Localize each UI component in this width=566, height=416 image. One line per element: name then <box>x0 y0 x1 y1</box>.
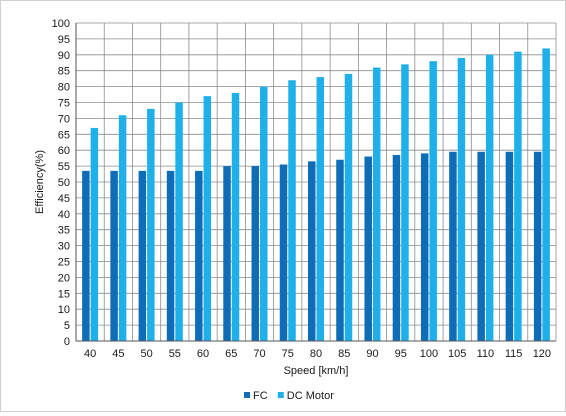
x-tick-label: 85 <box>338 348 350 360</box>
y-tick-label: 80 <box>58 82 70 94</box>
bar-fc <box>364 156 372 341</box>
y-axis-label: Efficiency(%) <box>34 150 46 214</box>
bar-dc-motor <box>344 73 353 341</box>
y-tick-label: 45 <box>58 193 70 205</box>
bar-fc <box>392 154 401 341</box>
bar-dc-motor <box>288 80 296 342</box>
bar-fc <box>477 151 485 341</box>
bar-fc <box>533 151 542 341</box>
bar-dc-motor <box>485 54 494 342</box>
bar-fc <box>420 153 429 341</box>
x-tick-label: 100 <box>420 348 438 360</box>
bar-dc-motor <box>401 64 409 341</box>
y-tick-label: 65 <box>58 129 70 141</box>
legend: FC DC Motor <box>244 390 334 402</box>
bar-dc-motor <box>457 57 466 341</box>
bar-dc-motor <box>90 127 99 341</box>
bar-dc-motor <box>372 67 381 342</box>
legend-label-fc: FC <box>253 390 268 402</box>
y-tick-label: 90 <box>58 50 70 62</box>
bar-dc-motor <box>203 96 212 341</box>
y-tick-label: 55 <box>58 161 70 173</box>
bar-fc <box>138 170 147 341</box>
y-tick-label: 15 <box>58 288 70 300</box>
bar-fc <box>308 161 316 341</box>
axes <box>75 23 556 342</box>
bar-dc-motor <box>316 77 324 341</box>
bar-dc-motor <box>260 86 268 341</box>
bar-fc <box>336 159 344 341</box>
bar-fc <box>166 170 175 341</box>
legend-swatch-fc <box>244 392 250 398</box>
bar-fc <box>279 164 288 341</box>
x-axis-label: Speed [km/h] <box>284 365 349 377</box>
bar-fc <box>82 170 90 341</box>
x-tick-label: 45 <box>112 348 124 360</box>
bar-fc <box>195 170 203 341</box>
x-tick-label: 55 <box>169 348 181 360</box>
y-tick-label: 60 <box>58 145 70 157</box>
y-tick-label: 70 <box>58 113 70 125</box>
y-tick-label: 85 <box>58 66 70 78</box>
x-tick-labels: 40 45 50 55 60 65 70 75 80 85 90 95 100 105 110 115 120 <box>84 348 551 360</box>
x-tick-label: 70 <box>253 348 265 360</box>
bar-dc-motor <box>118 115 127 341</box>
bar-fc <box>449 151 457 341</box>
x-tick-label: 40 <box>84 348 96 360</box>
x-tick-label: 95 <box>395 348 407 360</box>
y-tick-label: 40 <box>58 209 70 221</box>
x-tick-label: 105 <box>448 348 466 360</box>
bar-dc-motor <box>175 102 183 341</box>
y-tick-label: 5 <box>64 320 70 332</box>
y-tick-label: 20 <box>58 272 70 284</box>
x-tick-label: 120 <box>533 348 551 360</box>
bar-fc <box>110 170 118 341</box>
y-tick-label: 95 <box>58 34 70 46</box>
y-tick-label: 75 <box>58 98 70 110</box>
y-tick-label: 25 <box>58 257 70 269</box>
bar-dc-motor <box>542 48 550 341</box>
x-tick-label: 60 <box>197 348 209 360</box>
grid-lines <box>75 22 557 342</box>
x-tick-label: 75 <box>282 348 294 360</box>
bars <box>82 48 550 342</box>
y-tick-label: 10 <box>58 304 70 316</box>
y-tick-label: 50 <box>58 177 70 189</box>
bar-dc-motor <box>147 108 155 341</box>
x-tick-label: 80 <box>310 348 322 360</box>
y-tick-label: 100 <box>52 18 70 30</box>
y-tick-label: 30 <box>58 241 70 253</box>
x-tick-label: 65 <box>225 348 237 360</box>
bar-fc <box>223 166 231 341</box>
legend-swatch-dc-motor <box>277 392 284 398</box>
x-tick-label: 110 <box>477 348 495 360</box>
y-tick-label: 35 <box>58 225 70 237</box>
x-tick-label: 115 <box>505 348 523 360</box>
legend-label-dc-motor: DC Motor <box>287 390 334 402</box>
x-tick-label: 50 <box>140 348 152 360</box>
y-tick-labels: 0 5 10 15 20 25 30 35 40 45 50 55 60 65 70 75 80 85 90 95 10… <box>52 18 70 348</box>
y-tick-label: 0 <box>64 336 70 348</box>
x-tick-label: 90 <box>366 348 378 360</box>
bar-fc <box>251 166 260 341</box>
bar-dc-motor <box>429 61 437 341</box>
bar-dc-motor <box>514 51 522 342</box>
bar-dc-motor <box>231 92 240 342</box>
bar-fc <box>505 151 514 341</box>
